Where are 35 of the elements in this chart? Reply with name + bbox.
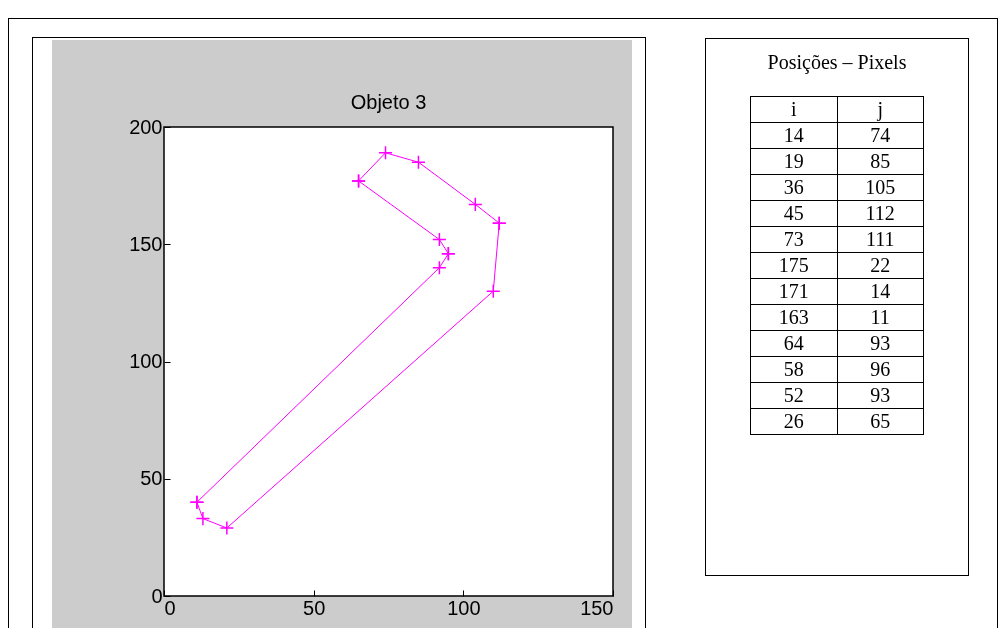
text: 96 <box>870 358 891 380</box>
text: 93 <box>870 332 891 354</box>
text: 22 <box>870 254 891 276</box>
chart-title: Objeto 3 <box>350 91 427 113</box>
text: 58 <box>783 358 804 380</box>
text: 65 <box>870 410 891 432</box>
text: 14 <box>870 280 891 302</box>
y-tick-label: 50 <box>140 467 163 490</box>
y-tick-label: 150 <box>129 232 163 255</box>
text: 14 <box>783 124 804 146</box>
text: 11 <box>870 306 890 328</box>
text: 52 <box>783 384 804 406</box>
text: 93 <box>870 384 891 406</box>
category-label: i <box>750 96 837 123</box>
text: 19 <box>783 150 804 172</box>
text: 74 <box>870 124 891 146</box>
text: 171 <box>778 280 809 302</box>
y-tick-label: 100 <box>129 350 163 372</box>
text: Posições – Pixels <box>766 51 908 74</box>
text: 105 <box>865 176 896 198</box>
text: 112 <box>865 202 895 224</box>
text: 64 <box>783 332 804 354</box>
x-tick-label: 50 <box>303 596 326 619</box>
category-label: j <box>837 96 924 123</box>
text: 85 <box>870 150 891 172</box>
text: 36 <box>783 176 804 198</box>
text: 45 <box>783 202 804 224</box>
text: 175 <box>778 254 809 276</box>
x-tick-label: 150 <box>580 596 614 619</box>
text: 111 <box>865 228 895 250</box>
text: 73 <box>783 228 804 250</box>
x-tick-label: 100 <box>447 596 481 619</box>
text: 26 <box>783 410 804 432</box>
y-tick-label: 200 <box>129 115 163 138</box>
text: 163 <box>778 306 809 328</box>
